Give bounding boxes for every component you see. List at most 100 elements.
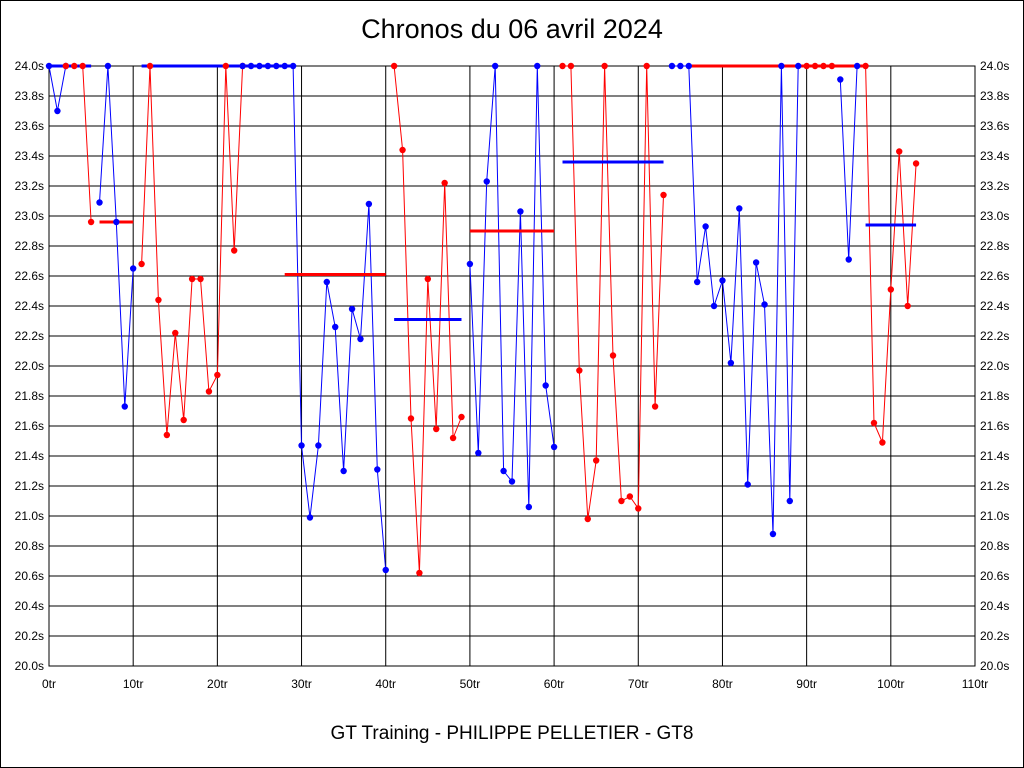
data-point-blue — [247, 62, 255, 70]
data-point-red — [828, 62, 836, 70]
data-point-blue — [853, 62, 861, 70]
data-point-blue — [281, 62, 288, 70]
y-tick-label-left: 22.4s — [15, 299, 44, 313]
y-tick-label-left: 23.4s — [15, 149, 44, 163]
data-point-red — [222, 62, 229, 70]
y-tick-label-right: 23.8s — [980, 89, 1009, 103]
data-point-red — [399, 146, 406, 154]
y-tick-label-right: 20.2s — [980, 629, 1009, 643]
data-point-blue — [744, 481, 751, 488]
x-tick-label: 60tr — [544, 677, 565, 691]
data-point-blue — [786, 497, 793, 505]
series-line-blue — [242, 65, 387, 571]
data-point-blue — [129, 265, 137, 272]
y-tick-label-left: 21.6s — [15, 419, 44, 433]
data-point-blue — [761, 301, 768, 308]
data-point-red — [172, 329, 179, 337]
y-tick-label-right: 22.8s — [980, 239, 1009, 253]
data-point-red — [626, 493, 634, 500]
data-point-blue — [340, 467, 347, 475]
data-point-blue — [710, 302, 718, 310]
data-point-red — [803, 62, 810, 70]
y-tick-label-left: 20.4s — [15, 599, 44, 613]
data-point-blue — [289, 62, 297, 70]
data-point-red — [879, 439, 886, 446]
y-tick-label-left: 20.0s — [15, 659, 44, 673]
series-line-blue — [839, 65, 858, 260]
data-point-blue — [104, 62, 112, 70]
x-tick-label: 40tr — [375, 677, 396, 691]
data-point-red — [188, 275, 196, 283]
series-line-blue — [671, 65, 799, 535]
data-point-red — [643, 62, 650, 70]
y-tick-label-right: 20.0s — [980, 659, 1009, 673]
data-point-blue — [668, 62, 676, 70]
y-tick-label-left: 21.2s — [15, 479, 44, 493]
data-point-blue — [685, 62, 692, 70]
data-point-red — [441, 179, 448, 187]
data-point-red — [458, 413, 465, 421]
data-point-red — [163, 431, 171, 439]
data-point-blue — [475, 449, 482, 457]
x-tick-label: 10tr — [123, 677, 144, 691]
x-tick-label: 110tr — [962, 677, 988, 691]
y-tick-label-right: 22.2s — [980, 329, 1009, 343]
y-tick-label-right: 23.2s — [980, 179, 1009, 193]
series-line-blue — [99, 65, 134, 407]
data-point-blue — [837, 76, 844, 83]
data-point-red — [862, 62, 869, 70]
y-tick-label-left: 21.4s — [15, 449, 44, 463]
x-tick-label: 50tr — [460, 677, 481, 691]
x-tick-label: 100tr — [877, 677, 904, 691]
series-line-blue — [469, 65, 555, 508]
data-point-red — [635, 505, 642, 512]
y-tick-label-right: 21.6s — [980, 419, 1009, 433]
data-point-red — [567, 62, 575, 70]
data-point-blue — [273, 62, 280, 70]
data-point-red — [79, 62, 86, 70]
data-point-blue — [121, 403, 128, 410]
data-point-blue — [306, 514, 314, 521]
data-point-red — [820, 62, 827, 70]
x-tick-label: 80tr — [712, 677, 733, 691]
data-point-blue — [348, 305, 356, 313]
series-line-red — [562, 65, 664, 520]
data-point-red — [390, 62, 398, 70]
data-point-red — [559, 62, 566, 70]
series-line-blue — [48, 65, 67, 112]
data-point-red — [584, 515, 591, 523]
data-point-red — [601, 62, 608, 70]
data-point-blue — [517, 208, 524, 215]
data-point-blue — [534, 62, 541, 70]
data-point-blue — [677, 62, 684, 70]
y-tick-label-left: 21.0s — [15, 509, 44, 523]
y-tick-label-left: 23.0s — [15, 209, 44, 223]
y-tick-label-right: 23.6s — [980, 119, 1009, 133]
data-point-red — [138, 260, 145, 268]
data-point-red — [609, 352, 617, 359]
data-point-blue — [96, 199, 103, 206]
y-tick-label-right: 23.0s — [980, 209, 1009, 223]
x-tick-label: 90tr — [796, 677, 817, 691]
data-point-red — [214, 371, 221, 379]
data-point-red — [87, 218, 95, 226]
y-tick-label-right: 22.4s — [980, 299, 1009, 313]
y-tick-label-left: 21.8s — [15, 389, 44, 403]
data-point-red — [231, 247, 238, 254]
data-point-blue — [727, 359, 735, 367]
y-tick-label-left: 20.2s — [15, 629, 44, 643]
data-point-blue — [382, 566, 389, 574]
data-point-red — [424, 275, 432, 283]
data-point-red — [896, 148, 903, 155]
y-tick-label-right: 24.0s — [980, 59, 1009, 73]
y-tick-label-right: 22.6s — [980, 269, 1009, 283]
y-tick-label-left: 20.6s — [15, 569, 44, 583]
data-point-blue — [550, 443, 558, 451]
data-point-red — [887, 286, 895, 293]
data-point-blue — [256, 62, 263, 70]
data-point-red — [870, 419, 878, 427]
data-point-red — [576, 367, 583, 374]
data-point-red — [618, 497, 625, 505]
y-tick-label-left: 23.2s — [15, 179, 44, 193]
data-point-red — [155, 296, 162, 304]
